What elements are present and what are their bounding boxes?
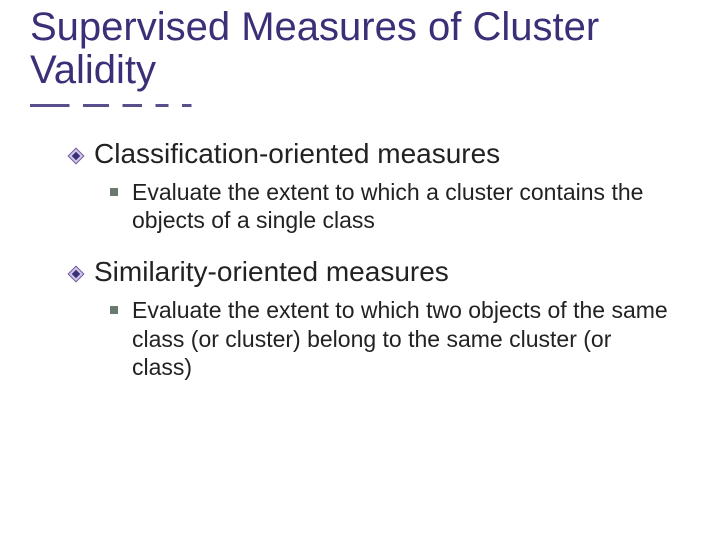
level2-text: Evaluate the extent to which two objects… xyxy=(132,296,672,380)
level2-text: Evaluate the extent to which a cluster c… xyxy=(132,178,672,234)
bullet-level1: Classification-oriented measures xyxy=(68,138,680,170)
diamond-bullet-icon xyxy=(68,266,84,282)
square-bullet-icon xyxy=(110,188,118,196)
slide-title: Supervised Measures of Cluster Validity xyxy=(30,6,690,92)
level1-text: Classification-oriented measures xyxy=(94,138,500,170)
slide-body: Classification-oriented measures Evaluat… xyxy=(68,138,680,403)
bullet-level2: Evaluate the extent to which a cluster c… xyxy=(110,178,680,234)
title-underline xyxy=(30,104,690,107)
square-bullet-icon xyxy=(110,306,118,314)
slide: Supervised Measures of Cluster Validity … xyxy=(0,0,720,540)
level1-text: Similarity-oriented measures xyxy=(94,256,449,288)
bullet-level1: Similarity-oriented measures xyxy=(68,256,680,288)
bullet-level2: Evaluate the extent to which two objects… xyxy=(110,296,680,380)
diamond-bullet-icon xyxy=(68,148,84,164)
